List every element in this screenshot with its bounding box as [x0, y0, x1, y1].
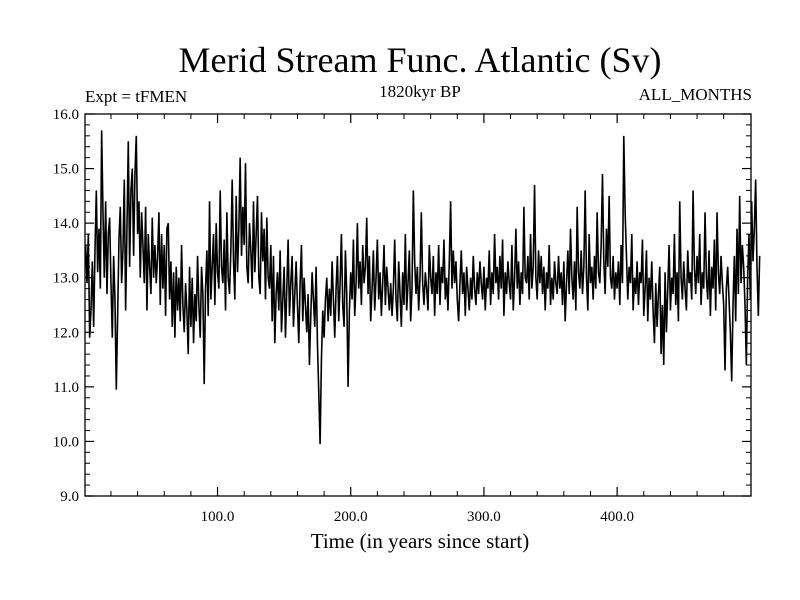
chart-title: Merid Stream Func. Atlantic (Sv)	[179, 40, 662, 80]
x-axis-label: Time (in years since start)	[311, 529, 530, 553]
y-tick-label: 13.0	[53, 271, 79, 287]
plot-frame	[84, 113, 752, 497]
x-axis-ticks: 100.0 200.0 300.0 400.0	[110, 114, 725, 525]
y-tick-label: 10.0	[53, 434, 79, 450]
experiment-label: Expt = tFMEN	[85, 87, 187, 106]
x-tick-label: 300.0	[467, 509, 501, 525]
y-tick-label: 9.0	[60, 489, 79, 505]
x-tick-label: 100.0	[201, 509, 235, 525]
y-tick-label: 12.0	[53, 325, 79, 341]
y-axis-ticks: 9.0 10.0 11.0 12.0 13.0 14.0 15.0 16.0	[53, 107, 751, 505]
y-tick-label: 15.0	[53, 162, 79, 178]
series-layer	[84, 130, 761, 445]
y-tick-label: 11.0	[53, 380, 79, 396]
x-tick-label: 200.0	[334, 509, 368, 525]
chart-subtitle: 1820kyr BP	[379, 82, 461, 101]
x-tick-label: 400.0	[600, 509, 634, 525]
y-tick-label: 16.0	[53, 107, 79, 123]
season-label: ALL_MONTHS	[639, 85, 752, 104]
y-tick-label: 14.0	[53, 216, 79, 232]
series-line	[84, 130, 761, 445]
